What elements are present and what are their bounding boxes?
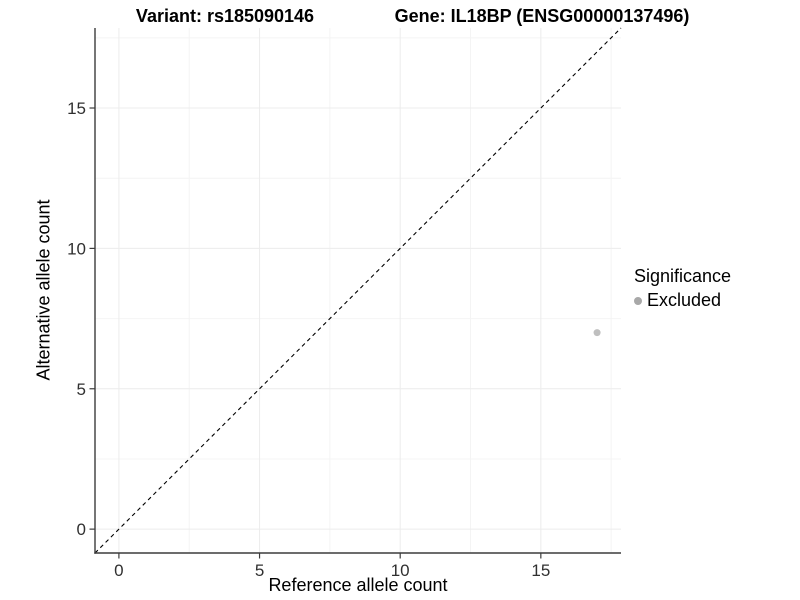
legend-title: Significance bbox=[634, 266, 732, 286]
gene-title: Gene: IL18BP (ENSG00000137496) bbox=[394, 6, 690, 26]
variant-title: Variant: rs185090146 bbox=[135, 6, 315, 26]
x-tick-label: 15 bbox=[531, 561, 550, 580]
x-tick-label: 10 bbox=[391, 561, 410, 580]
legend: Significance Excluded bbox=[634, 266, 731, 311]
x-axis-title: Reference allele count bbox=[268, 575, 448, 595]
y-tick-label: 10 bbox=[67, 239, 86, 258]
x-tick-label: 5 bbox=[255, 561, 264, 580]
identity-reference-line bbox=[94, 27, 622, 554]
y-tick-label: 15 bbox=[67, 99, 86, 118]
legend-entry-label: Excluded bbox=[647, 290, 722, 310]
y-axis-title: Alternative allele count bbox=[33, 199, 54, 381]
legend-entry-excluded: Excluded bbox=[634, 290, 731, 311]
y-tick-label: 0 bbox=[77, 520, 86, 539]
y-tick-label: 5 bbox=[77, 380, 86, 399]
legend-point-icon bbox=[634, 296, 642, 305]
data-point bbox=[593, 329, 601, 337]
x-tick-label: 0 bbox=[114, 561, 123, 580]
